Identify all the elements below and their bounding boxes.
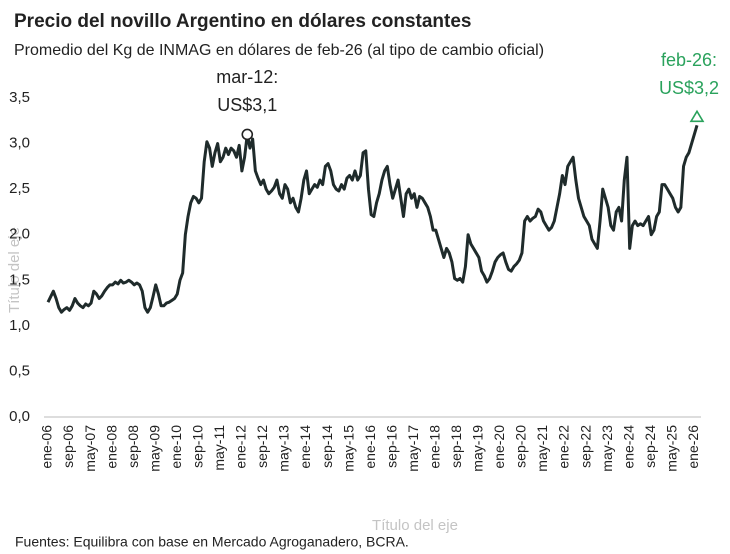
y-tick-label: 2,0 [9, 226, 30, 243]
y-tick-label: 0,5 [9, 362, 30, 379]
x-tick-label: ene-06 [39, 425, 55, 469]
x-tick-label: sep-12 [254, 425, 270, 468]
x-tick-label: may-19 [470, 425, 486, 472]
annotation-text: feb-26: [661, 50, 717, 70]
x-tick-label: may-25 [663, 425, 679, 472]
x-tick-label: may-15 [340, 425, 356, 472]
x-tick-label: sep-18 [448, 425, 464, 468]
x-tick-label: ene-12 [233, 425, 249, 469]
x-tick-label: may-17 [405, 425, 421, 472]
x-tick-label: ene-18 [426, 425, 442, 469]
x-tick-label: ene-14 [297, 425, 313, 469]
x-tick-label: sep-24 [642, 425, 658, 468]
highlight-marker [241, 128, 254, 141]
annotation-text: US$3,1 [217, 95, 277, 115]
x-tick-label: sep-08 [125, 425, 141, 468]
annotation-text: US$3,2 [659, 78, 719, 98]
y-tick-label: 1,0 [9, 317, 30, 334]
x-tick-label: sep-14 [319, 425, 335, 468]
highlight-marker [689, 109, 705, 123]
x-tick-label: ene-08 [103, 425, 119, 469]
x-tick-label: may-13 [276, 425, 292, 472]
chart-title: Precio del novillo Argentino en dólares … [14, 11, 472, 32]
x-tick-label: may-07 [82, 425, 98, 472]
x-tick-label: ene-20 [491, 425, 507, 469]
x-tick-label: sep-16 [383, 425, 399, 468]
x-axis-title: Título del eje [372, 517, 458, 534]
x-tick-label: sep-20 [513, 425, 529, 468]
x-tick-label: ene-26 [685, 425, 701, 469]
source-note: Fuentes: Equilibra con base en Mercado A… [15, 534, 409, 550]
x-tick-label: may-23 [599, 425, 615, 472]
x-tick-label: ene-24 [620, 425, 636, 469]
y-axis-title: Título del eje [6, 227, 23, 313]
x-tick-label: ene-16 [362, 425, 378, 469]
x-tick-label: may-11 [211, 425, 227, 471]
y-tick-label: 2,5 [9, 180, 30, 197]
x-tick-label: ene-22 [556, 425, 572, 469]
x-tick-label: sep-10 [190, 425, 206, 468]
x-tick-label: sep-06 [60, 425, 76, 468]
y-tick-label: 1,5 [9, 271, 30, 288]
x-tick-label: ene-10 [168, 425, 184, 469]
y-tick-label: 3,5 [9, 89, 30, 106]
x-tick-label: sep-22 [577, 425, 593, 468]
x-tick-label: may-21 [534, 425, 550, 472]
data-line [46, 124, 699, 314]
x-tick-label: may-09 [146, 425, 162, 472]
chart-subtitle: Promedio del Kg de INMAG en dólares de f… [14, 42, 544, 59]
y-tick-label: 0,0 [9, 408, 30, 425]
y-tick-label: 3,0 [9, 135, 30, 152]
annotation-text: mar-12: [216, 67, 278, 87]
